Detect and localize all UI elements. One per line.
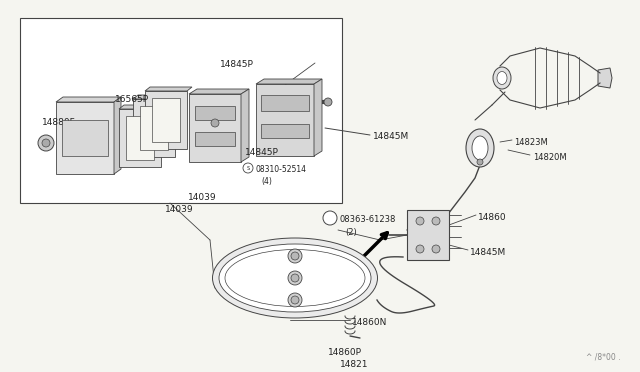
Circle shape bbox=[42, 139, 50, 147]
Text: 14039: 14039 bbox=[188, 193, 216, 202]
Polygon shape bbox=[145, 87, 192, 91]
Bar bbox=[140, 106, 168, 150]
Text: 14860N: 14860N bbox=[352, 318, 387, 327]
Circle shape bbox=[477, 159, 483, 165]
Bar bbox=[119, 109, 161, 167]
Polygon shape bbox=[189, 94, 241, 162]
Ellipse shape bbox=[225, 250, 365, 307]
Polygon shape bbox=[598, 68, 612, 88]
Bar bbox=[62, 120, 108, 156]
Text: 14880F: 14880F bbox=[42, 118, 76, 127]
Polygon shape bbox=[241, 89, 249, 162]
Bar bbox=[133, 99, 175, 157]
Ellipse shape bbox=[493, 67, 511, 89]
Polygon shape bbox=[56, 97, 121, 102]
Ellipse shape bbox=[219, 244, 371, 312]
Circle shape bbox=[38, 135, 54, 151]
Circle shape bbox=[243, 163, 253, 173]
Text: S: S bbox=[328, 215, 332, 221]
Text: 14845P: 14845P bbox=[220, 60, 254, 69]
Polygon shape bbox=[314, 79, 322, 156]
Ellipse shape bbox=[472, 136, 488, 160]
Bar bbox=[145, 91, 187, 149]
Polygon shape bbox=[256, 84, 314, 156]
Bar bbox=[20, 18, 342, 203]
Bar bbox=[195, 132, 235, 146]
Polygon shape bbox=[133, 95, 180, 99]
Text: 14820M: 14820M bbox=[533, 153, 566, 162]
Circle shape bbox=[416, 217, 424, 225]
Polygon shape bbox=[114, 97, 121, 174]
Polygon shape bbox=[189, 89, 249, 94]
Text: 14860P: 14860P bbox=[328, 348, 362, 357]
Text: ^ /8*00 .: ^ /8*00 . bbox=[586, 353, 620, 362]
Text: 08363-61238: 08363-61238 bbox=[340, 215, 396, 224]
Text: 14821: 14821 bbox=[340, 360, 369, 369]
Bar bbox=[126, 116, 154, 160]
Circle shape bbox=[291, 252, 299, 260]
Circle shape bbox=[288, 249, 302, 263]
Text: (4): (4) bbox=[261, 177, 272, 186]
Polygon shape bbox=[256, 79, 322, 84]
Bar bbox=[195, 106, 235, 120]
Text: 14845P: 14845P bbox=[245, 148, 279, 157]
Circle shape bbox=[416, 245, 424, 253]
Text: 14860: 14860 bbox=[478, 213, 507, 222]
Circle shape bbox=[432, 217, 440, 225]
Text: 14823M: 14823M bbox=[514, 138, 548, 147]
Bar bbox=[152, 98, 180, 142]
Text: 14845M: 14845M bbox=[373, 132, 409, 141]
Circle shape bbox=[288, 271, 302, 285]
Circle shape bbox=[291, 296, 299, 304]
Bar bbox=[261, 95, 309, 111]
Circle shape bbox=[211, 119, 219, 127]
Text: 14039: 14039 bbox=[165, 205, 194, 214]
Text: 08310-52514: 08310-52514 bbox=[256, 165, 307, 174]
Polygon shape bbox=[56, 102, 114, 174]
Text: (2): (2) bbox=[345, 228, 356, 237]
Bar bbox=[261, 124, 309, 138]
Polygon shape bbox=[119, 105, 166, 109]
Circle shape bbox=[291, 274, 299, 282]
Circle shape bbox=[288, 293, 302, 307]
Circle shape bbox=[432, 245, 440, 253]
Ellipse shape bbox=[212, 238, 378, 318]
Circle shape bbox=[324, 98, 332, 106]
Text: S: S bbox=[246, 166, 250, 170]
Bar bbox=[407, 210, 449, 260]
Text: 14845M: 14845M bbox=[470, 248, 506, 257]
Ellipse shape bbox=[497, 71, 507, 84]
Circle shape bbox=[323, 211, 337, 225]
Text: 16565P: 16565P bbox=[115, 95, 149, 104]
Ellipse shape bbox=[466, 129, 494, 167]
